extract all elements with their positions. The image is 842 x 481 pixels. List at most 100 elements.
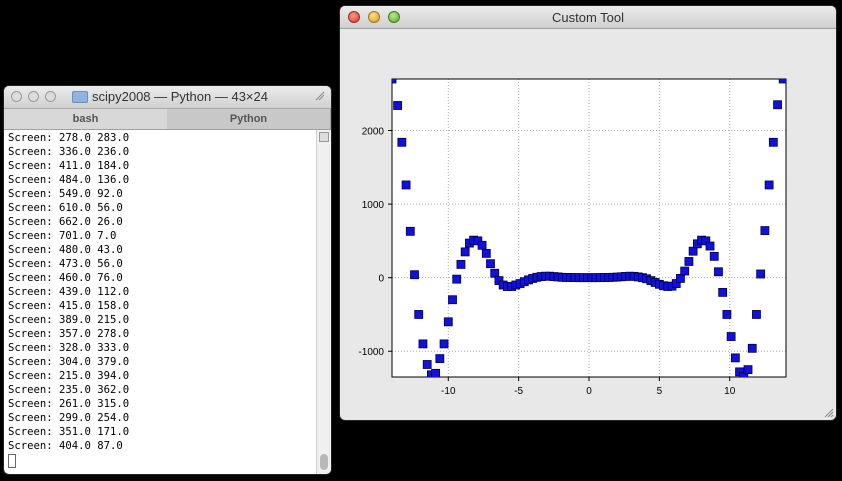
terminal-minimize-button[interactable]: [28, 91, 39, 102]
tool-zoom-button[interactable]: [388, 11, 400, 23]
data-point: [452, 274, 462, 284]
terminal-line: Screen: 701.0 7.0: [8, 230, 117, 242]
x-tick-label: 0: [586, 386, 592, 397]
data-point: [676, 274, 685, 283]
data-point: [752, 310, 761, 319]
data-point: [393, 101, 403, 110]
scatter-plot[interactable]: -10 -5 0 5 10 -1000 0 1000 2000: [340, 6, 836, 420]
y-tick-label: 0: [378, 274, 384, 285]
data-point: [460, 247, 470, 257]
scroll-thumb[interactable]: [320, 454, 328, 470]
terminal-cursor: [8, 454, 16, 468]
x-tick-label: -10: [441, 386, 456, 397]
data-point: [448, 295, 457, 305]
data-point: [405, 226, 415, 236]
data-point: [680, 266, 690, 276]
data-point: [764, 180, 774, 190]
data-point: [486, 259, 495, 269]
tool-title: Custom Tool: [551, 10, 624, 25]
terminal-line: Screen: 261.0 315.0: [8, 398, 130, 410]
data-point: [778, 79, 786, 84]
data-point: [401, 180, 411, 190]
terminal-scrollbar[interactable]: [316, 130, 331, 474]
data-point: [773, 100, 782, 110]
terminal-lines: Screen: 278.0 283.0 Screen: 336.0 236.0 Sc…: [8, 131, 129, 468]
tool-titlebar[interactable]: Custom Tool: [340, 6, 836, 29]
data-point: [414, 310, 424, 319]
terminal-line: Screen: 404.0 87.0: [8, 440, 123, 452]
terminal-line: Screen: 662.0 26.0: [8, 216, 123, 228]
terminal-line: Screen: 351.0 171.0: [8, 426, 130, 438]
data-point: [490, 268, 500, 278]
resize-grip-icon[interactable]: [824, 408, 834, 418]
plot-area: [392, 79, 786, 377]
data-point: [397, 137, 407, 147]
terminal-line: Screen: 480.0 43.0: [8, 244, 123, 256]
data-point: [726, 332, 736, 341]
data-point: [392, 79, 397, 84]
terminal-line: Screen: 439.0 112.0: [8, 286, 130, 298]
data-point: [722, 310, 732, 319]
data-point: [418, 339, 428, 349]
data-point: [410, 270, 419, 280]
y-tick-label: 2000: [362, 127, 385, 138]
terminal-line: Screen: 336.0 236.0: [8, 146, 130, 158]
data-point: [422, 360, 432, 369]
tab-bash[interactable]: bash: [72, 113, 99, 125]
terminal-title: scipy2008 — Python — 43×24: [72, 89, 268, 104]
custom-tool-window: Custom Tool -10 -5 0 5 10 -1000 0 1000 2000: [340, 6, 836, 420]
terminal-line: Screen: 484.0 136.0: [8, 174, 130, 186]
terminal-zoom-button[interactable]: [45, 91, 56, 102]
data-point: [705, 241, 715, 251]
terminal-line: Screen: 473.0 56.0: [8, 258, 123, 270]
y-tick-label: -1000: [358, 347, 384, 358]
tab-python[interactable]: Python: [167, 109, 331, 129]
data-point: [477, 240, 487, 250]
terminal-titlebar[interactable]: scipy2008 — Python — 43×24: [4, 86, 331, 109]
data-point: [688, 246, 698, 256]
terminal-tabs: bash Python: [4, 109, 331, 130]
data-point: [743, 365, 753, 375]
scroll-menu-icon[interactable]: [319, 132, 329, 142]
terminal-line: Screen: 304.0 379.0: [8, 356, 130, 368]
x-tick-label: 10: [724, 386, 736, 397]
terminal-line: Screen: 610.0 56.0: [8, 202, 123, 214]
terminal-line: Screen: 460.0 76.0: [8, 272, 123, 284]
data-point: [730, 353, 740, 363]
data-point: [760, 226, 770, 235]
data-points: [392, 79, 786, 377]
data-point: [443, 317, 453, 327]
terminal-line: Screen: 235.0 362.0: [8, 384, 130, 396]
terminal-line: Screen: 549.0 92.0: [8, 188, 123, 200]
terminal-line: Screen: 357.0 278.0: [8, 328, 130, 340]
tool-close-button[interactable]: [348, 11, 360, 23]
terminal-line: Screen: 415.0 158.0: [8, 300, 130, 312]
data-point: [756, 269, 766, 279]
data-point: [714, 267, 723, 277]
data-point: [684, 257, 694, 266]
terminal-line: Screen: 389.0 215.0: [8, 314, 130, 326]
terminal-line: Screen: 328.0 333.0: [8, 342, 130, 354]
toolbar-toggle-icon[interactable]: [315, 91, 325, 101]
folder-icon: [72, 90, 88, 103]
x-tick-label: -5: [514, 386, 523, 397]
data-point: [439, 339, 449, 349]
terminal-window: scipy2008 — Python — 43×24 bash Python S…: [4, 86, 331, 474]
data-point: [435, 354, 445, 364]
data-point: [431, 368, 441, 377]
terminal-line: Screen: 411.0 184.0: [8, 160, 130, 172]
data-point: [768, 137, 778, 147]
terminal-line: Screen: 215.0 394.0: [8, 370, 130, 382]
terminal-output[interactable]: Screen: 278.0 283.0 Screen: 336.0 236.0 Sc…: [4, 130, 331, 474]
terminal-line: Screen: 299.0 254.0: [8, 412, 130, 424]
data-point: [456, 260, 466, 269]
terminal-title-text: scipy2008 — Python — 43×24: [92, 89, 268, 104]
terminal-line: Screen: 278.0 283.0: [8, 132, 130, 144]
terminal-close-button[interactable]: [11, 91, 22, 102]
data-point: [709, 251, 719, 261]
data-point: [747, 343, 757, 353]
x-tick-label: 5: [657, 386, 663, 397]
data-point: [718, 287, 728, 297]
y-tick-label: 1000: [362, 200, 385, 211]
tool-minimize-button[interactable]: [368, 11, 380, 23]
